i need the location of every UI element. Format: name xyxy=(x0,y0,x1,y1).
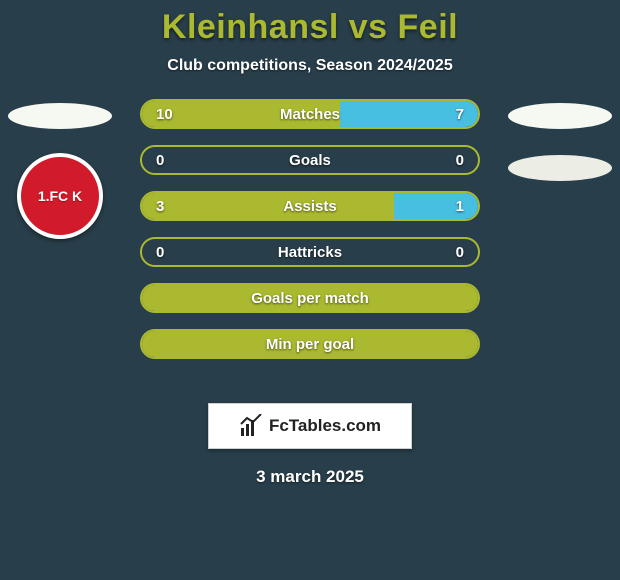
page-title: Kleinhansl vs Feil xyxy=(0,0,620,47)
stat-label: Matches xyxy=(142,101,478,127)
stat-label: Hattricks xyxy=(142,239,478,265)
comparison-panel: 1.FC K Matches107Goals00Assists31Hattric… xyxy=(0,99,620,399)
stat-value-left: 0 xyxy=(142,239,178,265)
right-player-column xyxy=(500,99,620,181)
stat-row: Goals per match xyxy=(140,283,480,313)
stat-value-right: 1 xyxy=(442,193,478,219)
player-photo-placeholder xyxy=(8,103,112,129)
comparison-bars: Matches107Goals00Assists31Hattricks00Goa… xyxy=(140,99,480,375)
brand-chart-icon xyxy=(239,414,263,438)
club-badge-icon: 1.FC K xyxy=(17,153,103,239)
brand-text: FcTables.com xyxy=(269,416,381,436)
stat-value-left: 3 xyxy=(142,193,178,219)
stat-row: Goals0 0 xyxy=(140,145,480,175)
stat-row: Hattricks0 0 xyxy=(140,237,480,267)
stat-value-right: 0 xyxy=(442,147,478,173)
stat-label: Goals per match xyxy=(142,285,478,311)
club-badge-text: 1.FC K xyxy=(38,189,82,204)
stat-label: Assists xyxy=(142,193,478,219)
club-badge-placeholder xyxy=(508,155,612,181)
player-photo-placeholder xyxy=(508,103,612,129)
stat-value-right: 0 xyxy=(442,239,478,265)
stat-value-right: 7 xyxy=(442,101,478,127)
page-subtitle: Club competitions, Season 2024/2025 xyxy=(0,57,620,75)
brand-box: FcTables.com xyxy=(208,403,412,449)
stat-value-left: 10 xyxy=(142,101,187,127)
stat-label: Goals xyxy=(142,147,478,173)
stat-row: Matches10 7 xyxy=(140,99,480,129)
stat-row: Min per goal xyxy=(140,329,480,359)
date-text: 3 march 2025 xyxy=(0,467,620,487)
stat-row: Assists3 1 xyxy=(140,191,480,221)
stat-value-left: 0 xyxy=(142,147,178,173)
stat-label: Min per goal xyxy=(142,331,478,357)
left-player-column: 1.FC K xyxy=(0,99,120,239)
